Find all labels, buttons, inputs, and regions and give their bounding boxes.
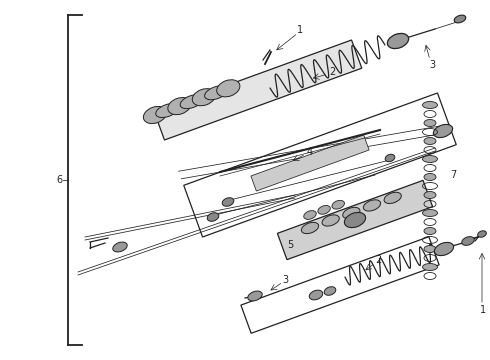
Text: 5: 5 — [287, 240, 293, 250]
Polygon shape — [154, 40, 362, 140]
Ellipse shape — [388, 33, 409, 49]
Ellipse shape — [222, 198, 234, 206]
Ellipse shape — [364, 200, 381, 211]
Ellipse shape — [217, 80, 240, 97]
Ellipse shape — [478, 231, 487, 237]
Ellipse shape — [422, 210, 438, 216]
Text: 3: 3 — [429, 60, 435, 70]
Ellipse shape — [433, 125, 453, 138]
Polygon shape — [251, 135, 369, 191]
Ellipse shape — [434, 242, 454, 256]
Ellipse shape — [424, 138, 436, 144]
Ellipse shape — [180, 95, 203, 109]
Ellipse shape — [454, 15, 466, 23]
Ellipse shape — [424, 192, 436, 198]
Ellipse shape — [304, 211, 316, 219]
Ellipse shape — [248, 291, 262, 301]
Ellipse shape — [462, 237, 474, 246]
Ellipse shape — [384, 192, 401, 203]
Text: 7: 7 — [450, 170, 456, 180]
Ellipse shape — [156, 104, 179, 117]
Ellipse shape — [301, 222, 319, 234]
Text: 1: 1 — [480, 305, 486, 315]
Ellipse shape — [424, 246, 436, 252]
Text: 2: 2 — [329, 67, 335, 77]
Ellipse shape — [424, 228, 436, 234]
Polygon shape — [277, 180, 433, 260]
Text: 6: 6 — [56, 175, 62, 185]
Ellipse shape — [205, 86, 227, 100]
Ellipse shape — [207, 213, 219, 221]
Ellipse shape — [424, 174, 436, 180]
Ellipse shape — [422, 156, 438, 162]
Ellipse shape — [324, 287, 336, 295]
Ellipse shape — [192, 89, 216, 106]
Text: 4: 4 — [307, 147, 313, 157]
Ellipse shape — [343, 207, 360, 219]
Ellipse shape — [422, 264, 438, 270]
Ellipse shape — [168, 98, 191, 115]
Ellipse shape — [332, 201, 344, 209]
Ellipse shape — [424, 120, 436, 126]
Text: 2: 2 — [375, 255, 381, 265]
Ellipse shape — [309, 290, 323, 300]
Text: 1: 1 — [297, 25, 303, 35]
Ellipse shape — [318, 206, 330, 214]
Ellipse shape — [385, 154, 395, 162]
Ellipse shape — [422, 102, 438, 108]
Ellipse shape — [344, 212, 366, 228]
Text: 3: 3 — [282, 275, 288, 285]
Ellipse shape — [322, 215, 339, 226]
Ellipse shape — [113, 242, 127, 252]
Ellipse shape — [144, 107, 167, 123]
